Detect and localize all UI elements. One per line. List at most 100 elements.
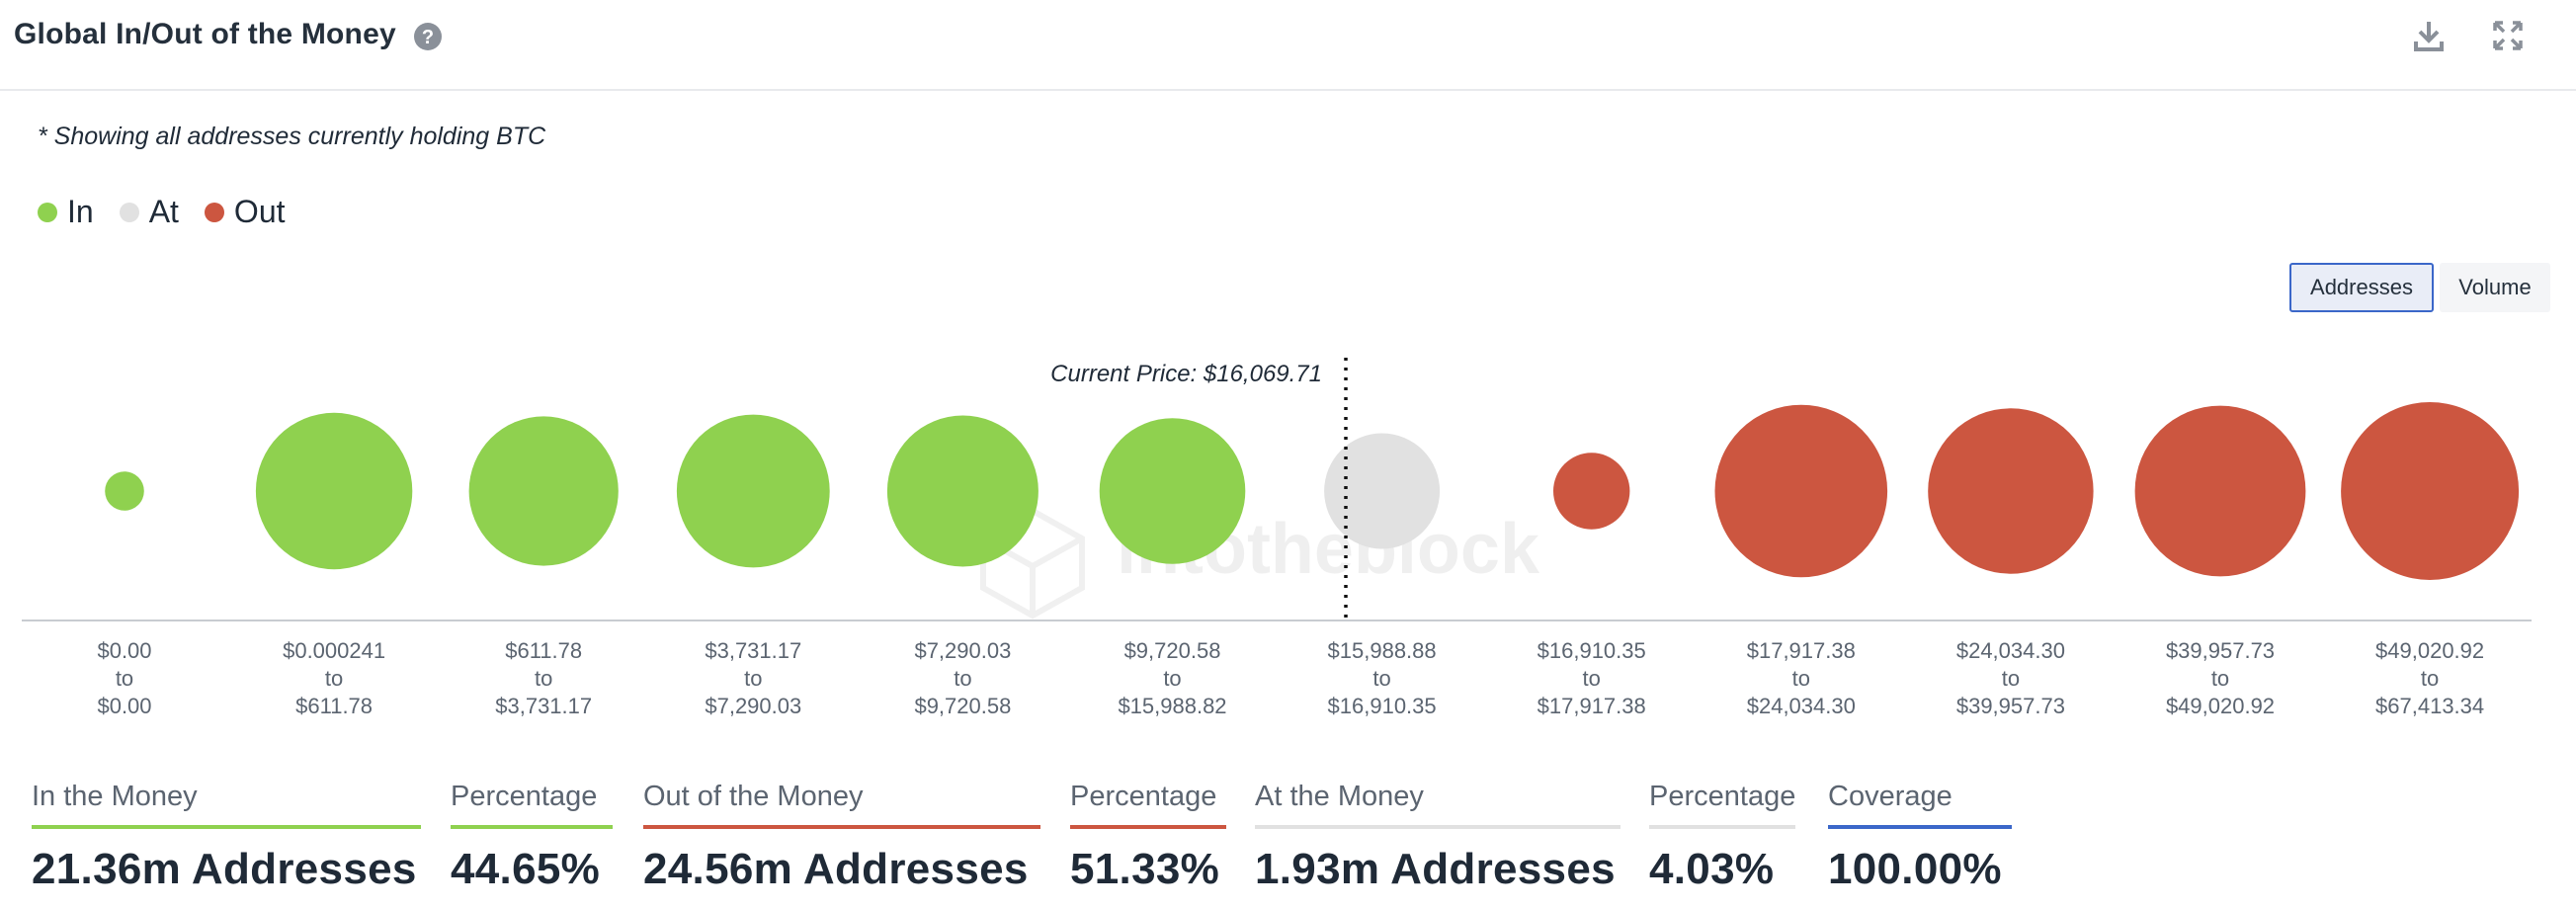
stat-out-percentage: Percentage 51.33% [1070,781,1226,894]
addresses-toggle-button[interactable]: Addresses [2289,263,2434,312]
bucket-label-from: $16,910.35 [1537,638,1646,663]
bucket-label-from: $0.000241 [283,638,385,663]
stat-value: 1.93m Addresses [1255,845,1616,893]
legend-dot-in [38,202,57,222]
stat-value: 51.33% [1070,845,1220,893]
legend-dot-out [204,202,224,222]
bubble-in-3[interactable] [676,414,830,568]
legend-item-out[interactable]: Out [204,194,286,230]
bucket-label-to: $16,910.35 [1328,694,1437,718]
bubble-chart: intotheblock Current Price: $16,069.71 $… [22,358,2532,718]
bucket-label-from: $24,034.30 [1956,638,2065,663]
stats-row: In the Money 21.36m Addresses Percentage… [0,781,2576,909]
stat-label: Out of the Money [643,781,864,812]
expand-icon[interactable] [2490,18,2526,53]
bucket-label-from: $7,290.03 [914,638,1011,663]
chart-header: Global In/Out of the Money ? [0,0,2576,91]
bubble-out-11[interactable] [2341,402,2520,580]
chart-title: Global In/Out of the Money [14,18,396,50]
bucket-label-from: $15,988.88 [1328,638,1437,663]
stat-at-the-money: At the Money 1.93m Addresses [1255,781,1620,894]
question-circle-icon[interactable]: ? [413,22,443,51]
bubble-out-8[interactable] [1714,404,1888,578]
stat-value: 4.03% [1649,845,1775,893]
bucket-label-to-word: to [325,666,343,691]
bubble-out-7[interactable] [1553,453,1630,530]
stat-bar [1255,825,1620,829]
bucket-label-to-word: to [954,666,971,691]
bucket-label-from: $0.00 [97,638,151,663]
stat-label: Percentage [1070,781,1217,812]
legend: In At Out [38,194,311,230]
bucket-label-to-word: to [1583,666,1601,691]
bucket-label-to: $49,020.92 [2166,694,2275,718]
bucket-label-to-word: to [2421,666,2439,691]
stat-label: Percentage [1649,781,1796,812]
bucket-label-to-word: to [1792,666,1810,691]
stat-coverage: Coverage 100.00% [1828,781,2012,894]
stat-bar [32,825,421,829]
stat-bar [1828,825,2012,829]
stat-label: In the Money [32,781,198,812]
bucket-label-to: $3,731.17 [495,694,592,718]
legend-item-at[interactable]: At [119,194,179,230]
stat-at-percentage: Percentage 4.03% [1649,781,1795,894]
bucket-labels-group: $0.00 to $0.00 $0.000241 to $611.78 $611.78 to $… [97,638,2484,718]
bubble-out-9[interactable] [1928,408,2094,574]
svg-text:?: ? [422,27,434,48]
bucket-label-to-word: to [2211,666,2229,691]
bucket-label-to: $24,034.30 [1747,694,1856,718]
bucket-label-to: $9,720.58 [914,694,1011,718]
bucket-label-from: $39,957.73 [2166,638,2275,663]
watermark: intotheblock [980,507,1540,620]
volume-toggle-button[interactable]: Volume [2440,263,2550,312]
bucket-label-to: $15,988.82 [1118,694,1226,718]
legend-label-out: Out [233,194,286,229]
stat-value: 24.56m Addresses [643,845,1029,893]
current-price-label: Current Price: $16,069.71 [1050,361,1322,387]
bucket-label-to-word: to [116,666,133,691]
chart-note: * Showing all addresses currently holdin… [38,123,546,150]
bucket-label-from: $9,720.58 [1124,638,1221,663]
bucket-label-from: $17,917.38 [1747,638,1856,663]
bucket-label-to-word: to [1163,666,1181,691]
stat-label: Percentage [451,781,598,812]
bucket-label-to: $17,917.38 [1537,694,1646,718]
bucket-label-to-word: to [2002,666,2020,691]
bubble-in-4[interactable] [886,415,1039,567]
bubble-in-1[interactable] [255,412,413,570]
bubble-out-10[interactable] [2134,405,2306,577]
bubble-in-2[interactable] [468,416,619,566]
bubble-at-6[interactable] [1324,433,1441,549]
stat-out-of-the-money: Out of the Money 24.56m Addresses [643,781,1040,894]
bucket-label-from: $611.78 [505,638,582,663]
stat-in-percentage: Percentage 44.65% [451,781,613,894]
stat-value: 44.65% [451,845,601,893]
stat-bar [1649,825,1795,829]
legend-label-at: At [148,194,179,229]
bubble-in-0[interactable] [105,471,144,511]
bucket-label-to: $67,413.34 [2375,694,2484,718]
legend-item-in[interactable]: In [38,194,94,230]
legend-dot-at [119,202,139,222]
bucket-label-to: $39,957.73 [1956,694,2065,718]
stat-in-the-money: In the Money 21.36m Addresses [32,781,421,894]
stat-label: At the Money [1255,781,1424,812]
stat-bar [643,825,1040,829]
bubbles-group [105,402,2520,580]
bubble-in-5[interactable] [1099,418,1246,564]
stat-bar [451,825,613,829]
stat-value: 100.00% [1828,845,2002,893]
bucket-label-to: $611.78 [295,694,373,718]
bucket-label-to-word: to [744,666,762,691]
bucket-label-to-word: to [1372,666,1390,691]
download-icon[interactable] [2411,18,2447,53]
bucket-label-to: $7,290.03 [705,694,801,718]
legend-label-in: In [67,194,94,229]
bucket-label-from: $49,020.92 [2375,638,2484,663]
stat-label: Coverage [1828,781,1953,812]
bucket-label-to: $0.00 [97,694,151,718]
stat-value: 21.36m Addresses [32,845,417,893]
stat-bar [1070,825,1226,829]
bucket-label-from: $3,731.17 [705,638,801,663]
